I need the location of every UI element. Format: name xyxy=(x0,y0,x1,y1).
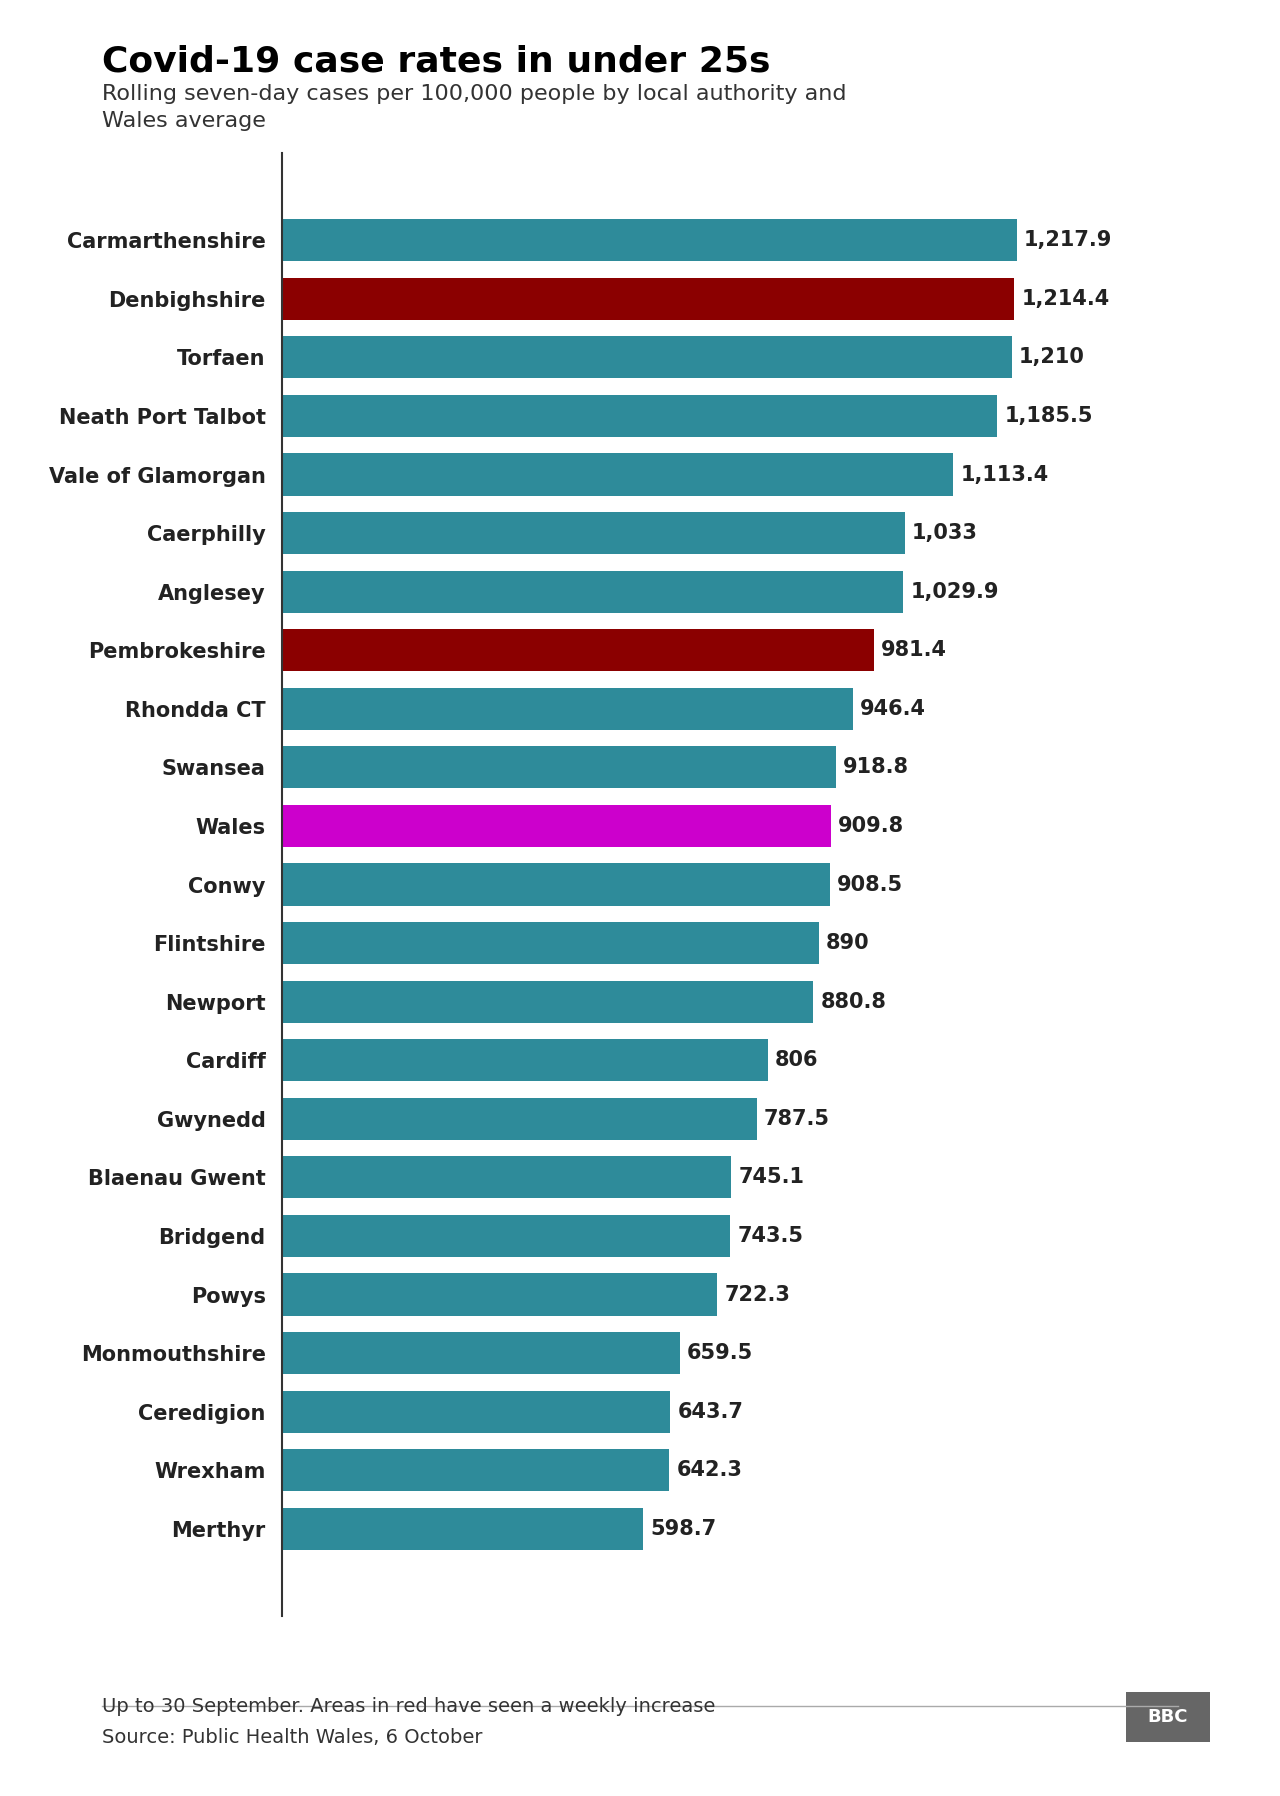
Text: Source: Public Health Wales, 6 October: Source: Public Health Wales, 6 October xyxy=(102,1728,483,1748)
Bar xyxy=(282,864,829,905)
Text: 642.3: 642.3 xyxy=(676,1460,742,1480)
Bar xyxy=(282,981,813,1022)
Text: 1,214.4: 1,214.4 xyxy=(1021,289,1110,309)
Bar xyxy=(282,921,819,964)
Text: 743.5: 743.5 xyxy=(737,1227,804,1246)
Text: 1,210: 1,210 xyxy=(1019,347,1085,368)
Text: 880.8: 880.8 xyxy=(820,991,886,1011)
Text: 787.5: 787.5 xyxy=(764,1108,829,1130)
Text: 1,185.5: 1,185.5 xyxy=(1005,406,1093,426)
Bar xyxy=(282,512,905,555)
Text: 981.4: 981.4 xyxy=(881,639,947,661)
Text: 806: 806 xyxy=(776,1051,819,1070)
Text: 909.8: 909.8 xyxy=(838,815,904,835)
Bar xyxy=(282,629,874,672)
Bar xyxy=(282,453,954,496)
Text: Covid-19 case rates in under 25s: Covid-19 case rates in under 25s xyxy=(102,45,771,79)
Text: 598.7: 598.7 xyxy=(650,1519,717,1539)
Bar xyxy=(282,805,831,848)
Bar xyxy=(282,1273,718,1316)
Bar xyxy=(282,688,852,729)
Text: 918.8: 918.8 xyxy=(844,758,909,778)
Text: Rolling seven-day cases per 100,000 people by local authority and
Wales average: Rolling seven-day cases per 100,000 peop… xyxy=(102,84,847,131)
Bar xyxy=(282,1507,643,1550)
Text: 643.7: 643.7 xyxy=(677,1401,744,1422)
Bar xyxy=(282,1157,731,1198)
Bar xyxy=(282,1040,768,1081)
Text: BBC: BBC xyxy=(1148,1708,1188,1726)
Bar xyxy=(282,1390,669,1433)
Text: 908.5: 908.5 xyxy=(837,875,904,894)
Bar xyxy=(282,1214,731,1257)
Text: 722.3: 722.3 xyxy=(724,1284,791,1304)
Bar xyxy=(282,1097,756,1140)
Text: 1,113.4: 1,113.4 xyxy=(961,465,1048,485)
Bar xyxy=(282,395,997,436)
Bar xyxy=(282,1449,669,1491)
Text: 946.4: 946.4 xyxy=(860,699,925,718)
Text: 1,029.9: 1,029.9 xyxy=(910,582,998,602)
Text: 659.5: 659.5 xyxy=(687,1343,753,1363)
Bar xyxy=(282,571,904,612)
Bar xyxy=(282,278,1015,320)
Text: 745.1: 745.1 xyxy=(739,1167,804,1187)
Bar xyxy=(282,219,1016,262)
Text: Up to 30 September. Areas in red have seen a weekly increase: Up to 30 September. Areas in red have se… xyxy=(102,1697,716,1717)
Bar xyxy=(282,747,836,788)
Text: 1,033: 1,033 xyxy=(913,523,978,542)
Bar xyxy=(282,336,1011,379)
Text: 1,217.9: 1,217.9 xyxy=(1024,230,1112,250)
Bar xyxy=(282,1333,680,1374)
Text: 890: 890 xyxy=(826,934,869,954)
